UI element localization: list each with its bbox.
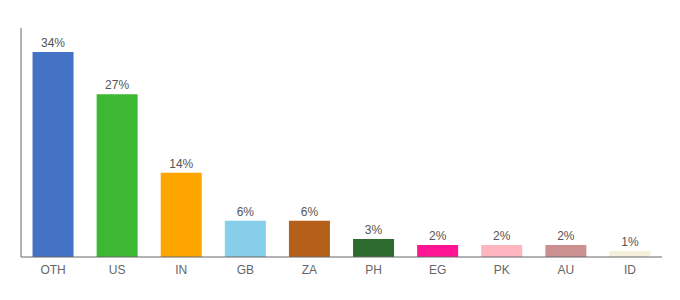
svg-text:34%: 34% — [41, 36, 65, 50]
svg-text:PH: PH — [365, 263, 382, 277]
svg-text:14%: 14% — [169, 157, 193, 171]
svg-text:GB: GB — [237, 263, 254, 277]
svg-text:2%: 2% — [557, 229, 575, 243]
svg-text:EG: EG — [429, 263, 446, 277]
svg-text:PK: PK — [494, 263, 510, 277]
svg-text:6%: 6% — [237, 205, 255, 219]
svg-text:6%: 6% — [301, 205, 319, 219]
svg-text:OTH: OTH — [40, 263, 65, 277]
svg-text:IN: IN — [175, 263, 187, 277]
svg-text:2%: 2% — [493, 229, 511, 243]
svg-text:1%: 1% — [621, 235, 639, 249]
svg-text:AU: AU — [558, 263, 575, 277]
svg-text:US: US — [109, 263, 126, 277]
svg-text:27%: 27% — [105, 78, 129, 92]
svg-text:ID: ID — [624, 263, 636, 277]
svg-text:ZA: ZA — [302, 263, 317, 277]
svg-text:3%: 3% — [365, 223, 383, 237]
svg-text:2%: 2% — [429, 229, 447, 243]
